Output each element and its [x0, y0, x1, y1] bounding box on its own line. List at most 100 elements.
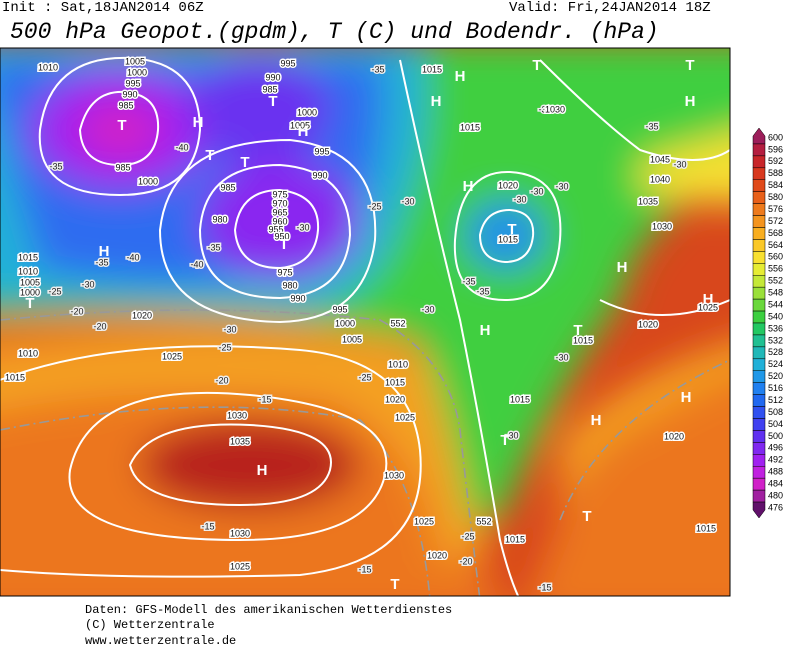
pressure-center: H: [193, 114, 204, 131]
colorbar-swatch: [752, 394, 766, 407]
isobar-label: 985: [262, 84, 277, 94]
pressure-center: T: [582, 508, 591, 525]
isobar-label: 1015: [573, 335, 593, 345]
temperature-label: -35: [645, 121, 658, 131]
isobar-label: 1020: [427, 550, 447, 560]
isobar-label: 1005: [290, 120, 310, 130]
temperature-label: -25: [358, 372, 371, 382]
pressure-center: T: [573, 322, 582, 339]
pressure-center: T: [685, 57, 694, 74]
isobar-label: 1045: [650, 154, 670, 164]
pressure-center: T: [507, 221, 516, 238]
colorbar-swatch: [752, 167, 766, 180]
temperature-label: -35: [49, 161, 62, 171]
pressure-center: T: [240, 154, 249, 171]
colorbar-swatch: [752, 477, 766, 491]
isobar-label: 990: [312, 170, 327, 180]
isobar-label: 1015: [505, 534, 525, 544]
isobar-label: 1030: [227, 410, 247, 420]
colorbar-label: 580: [768, 192, 783, 202]
isobar-label: 980: [212, 214, 227, 224]
colorbar-swatch: [752, 454, 766, 467]
temperature-label: -30: [555, 352, 568, 362]
temperature-label: -20: [459, 556, 472, 566]
colorbar-label: 576: [768, 204, 783, 214]
isobar-label: 1015: [498, 234, 518, 244]
isobar-label: 1010: [18, 266, 38, 276]
pressure-center: H: [681, 389, 692, 406]
colorbar-label: 480: [768, 490, 783, 500]
temperature-label: -30: [673, 159, 686, 169]
colorbar-swatch: [752, 155, 766, 169]
footer-line: Daten: GFS-Modell des amerikanischen Wet…: [85, 603, 452, 617]
isobar-label: 1005: [342, 334, 362, 344]
isobar-label: 1010: [388, 359, 408, 369]
isobar-label: 985: [115, 162, 130, 172]
isobar-label: 980: [282, 280, 297, 290]
colorbar-label: 476: [768, 502, 783, 512]
temperature-label: -25: [461, 531, 474, 541]
isobar-label: 1030: [652, 221, 672, 231]
pressure-center: H: [455, 68, 466, 85]
colorbar-label: 540: [768, 311, 783, 321]
temperature-label: -30: [530, 186, 543, 196]
temperature-label: -15: [538, 582, 551, 592]
isobar-label: 1025: [698, 302, 718, 312]
init-time: Init : Sat,18JAN2014 06Z: [2, 0, 204, 16]
colorbar-swatch: [752, 382, 766, 395]
colorbar-swatch: [752, 310, 766, 324]
isobar-label: 1005: [20, 277, 40, 287]
colorbar-swatch: [752, 251, 766, 264]
pressure-center: T: [25, 295, 34, 312]
colorbar: 600 596 592 588 584 580 576 572 568 564 560 556 552 5…: [752, 127, 783, 519]
pressure-center: T: [268, 93, 277, 110]
temperature-label: -30: [538, 104, 551, 114]
colorbar-swatch: [752, 179, 766, 192]
colorbar-label: 516: [768, 383, 783, 393]
colorbar-swatch: [752, 263, 766, 276]
isobar-label: 1000: [20, 287, 40, 297]
colorbar-label: 492: [768, 455, 783, 465]
isobar-label: 1015: [460, 122, 480, 132]
isobar-label: 985: [118, 100, 133, 110]
pressure-center: H: [257, 462, 268, 479]
colorbar-label: 548: [768, 288, 783, 298]
colorbar-label: 596: [768, 144, 783, 154]
colorbar-label: 500: [768, 431, 783, 441]
colorbar-swatch: [752, 358, 766, 371]
colorbar-swatch: [752, 346, 766, 360]
colorbar-swatch: [752, 227, 766, 240]
isobar-label: 1025: [162, 351, 182, 361]
isobar-label: 1015: [696, 523, 716, 533]
isobar-label: 995: [314, 146, 329, 156]
colorbar-swatch: [752, 442, 766, 455]
colorbar-swatch: [752, 466, 766, 479]
temperature-label: -30: [401, 196, 414, 206]
colorbar-swatch: [752, 203, 766, 216]
isobar-label: 1015: [422, 64, 442, 74]
temperature-label: -30: [81, 279, 94, 289]
temperature-label: -30: [421, 304, 434, 314]
colorbar-label: 520: [768, 371, 783, 381]
colorbar-swatch: [752, 191, 766, 204]
isobar-label: 965: [272, 207, 287, 217]
temperature-label: -25: [368, 201, 381, 211]
colorbar-swatch: [752, 370, 766, 383]
colorbar-swatch: [752, 322, 766, 336]
colorbar-swatch: [752, 406, 766, 419]
colorbar-label: 536: [768, 323, 783, 333]
pressure-center: H: [99, 243, 110, 260]
colorbar-label: 512: [768, 395, 783, 405]
isobar-label: 1030: [384, 470, 404, 480]
isobar-label: 1000: [335, 318, 355, 328]
colorbar-label: 568: [768, 228, 783, 238]
isobar-label: 975: [277, 267, 292, 277]
isobar-label: 1010: [18, 348, 38, 358]
pressure-center: T: [279, 236, 288, 253]
isobar-label: 1000: [127, 67, 147, 77]
colorbar-swatch: [752, 143, 766, 157]
isobar-label: 1025: [395, 412, 415, 422]
colorbar-label: 600: [768, 132, 783, 142]
isobar-label: 1010: [38, 62, 58, 72]
temperature-label: -20: [215, 375, 228, 385]
